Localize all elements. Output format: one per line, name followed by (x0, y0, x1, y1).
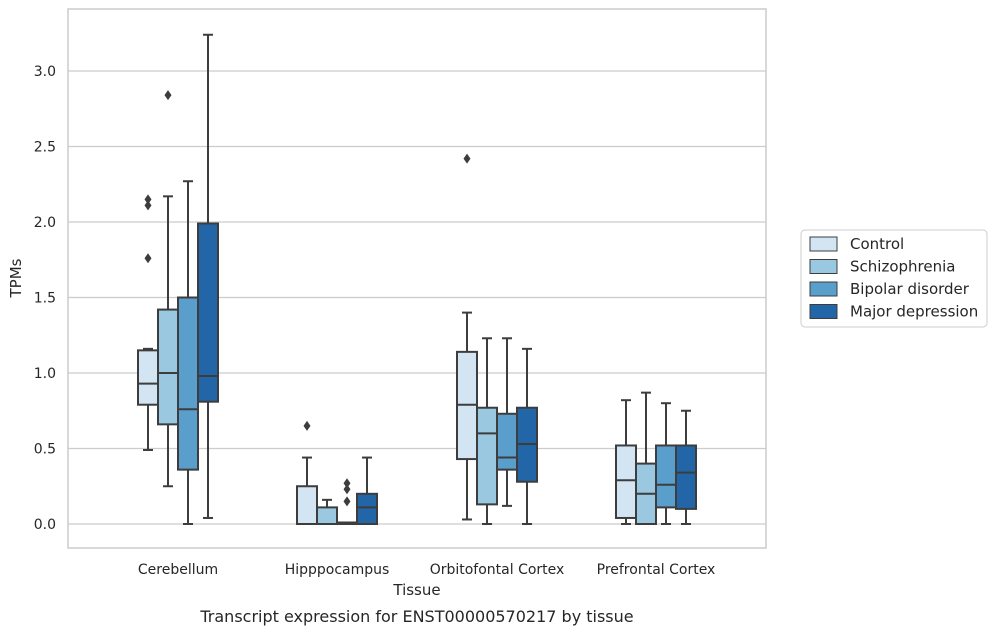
box-body (296, 485, 318, 525)
legend-label: Bipolar disorder (850, 280, 970, 298)
legend-swatch (809, 259, 838, 274)
box-body (655, 444, 677, 509)
box-body (137, 349, 159, 406)
legend-swatch (809, 236, 838, 252)
x-tick-label: Cerebellum (138, 562, 218, 578)
legend-label: Control (850, 235, 904, 253)
series-major-depression (197, 33, 697, 525)
x-tick-label: Hipppocampus (285, 562, 390, 578)
x-tick-label: Prefrontal Cortex (597, 562, 716, 578)
box-body (197, 222, 219, 403)
box-body (316, 506, 338, 526)
x-tick-labels: Cerebellum Hipppocampus Orbitofontal Corte… (138, 562, 715, 578)
outlier-point (144, 200, 152, 211)
box (177, 180, 199, 525)
box (356, 456, 378, 525)
box (197, 33, 219, 519)
x-tick-label: Orbitofontal Cortex (430, 562, 565, 578)
box (296, 420, 318, 525)
y-tick-label: 1.0 (34, 366, 56, 382)
box (655, 402, 677, 525)
box (635, 391, 657, 526)
outlier-point (164, 90, 172, 101)
box (336, 478, 358, 525)
outlier-point (144, 253, 152, 264)
y-tick-labels: 0.0 0.5 1.0 1.5 2.0 2.5 3.0 (34, 64, 56, 533)
box (476, 337, 498, 525)
outlier-point (343, 496, 351, 507)
box-body (615, 444, 637, 519)
series-control (137, 153, 637, 525)
y-tick-label: 2.0 (34, 215, 56, 231)
legend-label: Schizophrenia (850, 258, 955, 276)
legend-frame (800, 229, 988, 328)
legend-swatch (809, 281, 838, 297)
legend-label: Major depression (850, 303, 978, 321)
box (316, 498, 338, 526)
series-bipolar-disorder (177, 180, 677, 525)
legend-swatch (809, 304, 838, 319)
box-body (177, 296, 199, 471)
y-tick-label: 3.0 (34, 64, 56, 80)
outlier-point (463, 153, 471, 164)
y-axis-label: TPMs (7, 258, 25, 298)
legend: Control Schizophrenia Bipolar disorder Majo… (800, 229, 988, 328)
outlier-point (144, 194, 152, 205)
y-tick-label: 0.0 (34, 517, 56, 533)
box-body (496, 412, 518, 471)
outlier-point (303, 420, 311, 431)
box-body (356, 492, 378, 525)
y-tick-label: 1.5 (34, 291, 56, 307)
box-body (675, 444, 697, 510)
y-tick-label: 2.5 (34, 140, 56, 156)
box (675, 409, 697, 525)
outlier-point (343, 478, 351, 489)
outlier-point (343, 484, 351, 495)
x-axis-label: Tissue (392, 581, 440, 599)
box (615, 399, 637, 525)
box-body (157, 308, 179, 426)
y-tick-label: 0.5 (34, 442, 56, 458)
box-body (476, 406, 498, 506)
box (516, 347, 538, 525)
chart-caption: Transcript expression for ENST0000057021… (199, 607, 633, 626)
box (456, 153, 478, 521)
box-series (137, 33, 697, 526)
series-schizophrenia (157, 90, 657, 526)
